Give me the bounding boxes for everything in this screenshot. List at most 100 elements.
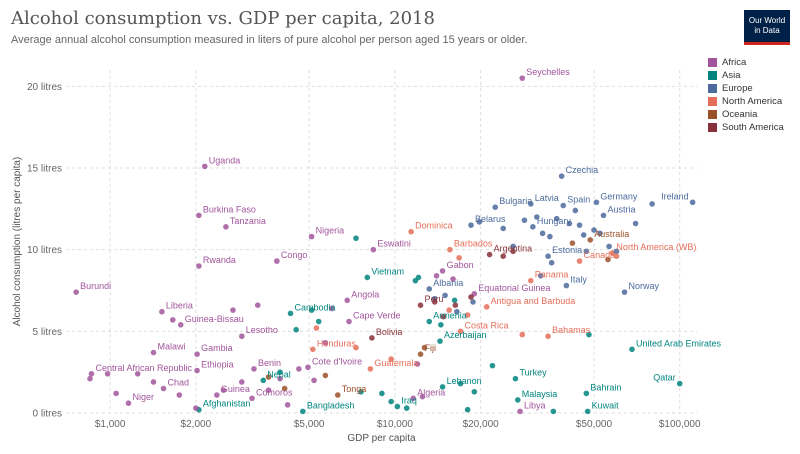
data-point[interactable] [591, 227, 597, 233]
data-point[interactable] [566, 220, 573, 227]
owid-logo[interactable]: Our World in Data [744, 10, 790, 45]
data-point[interactable] [281, 385, 288, 392]
data-point[interactable] [500, 225, 506, 232]
data-point[interactable] [346, 318, 352, 325]
data-point[interactable] [451, 297, 458, 304]
legend-item-north-america[interactable]: North America [708, 95, 784, 108]
data-point[interactable] [521, 217, 528, 224]
data-point[interactable] [322, 372, 329, 379]
data-point[interactable] [597, 230, 603, 237]
data-point[interactable] [88, 371, 95, 377]
data-point[interactable] [517, 408, 523, 415]
data-point[interactable] [486, 251, 493, 258]
data-point[interactable] [159, 308, 165, 315]
data-point[interactable] [419, 393, 426, 400]
data-point[interactable] [510, 248, 516, 255]
data-point[interactable] [417, 351, 424, 358]
legend-item-africa[interactable]: Africa [708, 56, 784, 69]
data-point[interactable] [629, 346, 635, 353]
data-point[interactable] [394, 403, 401, 410]
data-point[interactable] [545, 333, 551, 340]
data-point[interactable] [600, 212, 607, 219]
data-point[interactable] [586, 331, 592, 338]
data-point[interactable] [576, 222, 583, 228]
data-point[interactable] [530, 224, 536, 230]
data-point[interactable] [313, 325, 320, 331]
data-point[interactable] [553, 215, 560, 222]
data-point[interactable] [514, 397, 521, 403]
data-point[interactable] [545, 253, 551, 259]
data-point[interactable] [492, 204, 499, 210]
data-point[interactable] [433, 273, 440, 279]
data-point[interactable] [176, 392, 183, 398]
data-point[interactable] [358, 388, 364, 395]
data-point[interactable] [160, 385, 167, 392]
data-point[interactable] [134, 371, 141, 377]
data-point[interactable] [689, 199, 696, 206]
legend-item-south-america[interactable]: South America [708, 121, 784, 134]
data-point[interactable] [560, 202, 567, 209]
data-point[interactable] [649, 201, 655, 207]
data-point[interactable] [632, 220, 639, 227]
data-point[interactable] [296, 366, 302, 372]
data-point[interactable] [550, 408, 557, 415]
data-point[interactable] [440, 313, 447, 320]
data-point[interactable] [547, 233, 553, 240]
legend-item-oceania[interactable]: Oceania [708, 108, 784, 121]
data-point[interactable] [308, 307, 315, 313]
data-point[interactable] [249, 395, 255, 402]
data-point[interactable] [613, 253, 620, 259]
data-point[interactable] [454, 308, 460, 315]
data-point[interactable] [537, 273, 544, 279]
data-point[interactable] [170, 317, 176, 323]
data-point[interactable] [489, 362, 496, 369]
data-point[interactable] [196, 212, 202, 219]
data-point[interactable] [193, 405, 199, 411]
data-point[interactable] [220, 387, 227, 393]
data-point[interactable] [468, 222, 474, 228]
data-point[interactable] [194, 367, 200, 374]
data-point[interactable] [328, 305, 335, 312]
data-point[interactable] [512, 375, 519, 382]
data-point[interactable] [464, 406, 471, 413]
data-point[interactable] [527, 201, 534, 207]
data-point[interactable] [534, 214, 540, 220]
data-point[interactable] [447, 246, 453, 253]
data-point[interactable] [305, 364, 311, 371]
data-point[interactable] [274, 258, 280, 264]
data-point[interactable] [73, 289, 79, 295]
data-point[interactable] [214, 392, 220, 398]
data-point[interactable] [334, 392, 341, 398]
data-point[interactable] [353, 344, 359, 351]
data-point[interactable] [439, 268, 446, 274]
data-point[interactable] [364, 274, 371, 281]
data-point[interactable] [457, 380, 464, 387]
data-point[interactable] [446, 307, 452, 313]
data-point[interactable] [476, 219, 483, 225]
data-point[interactable] [277, 369, 283, 375]
data-point[interactable] [251, 366, 257, 372]
data-point[interactable] [367, 366, 374, 372]
data-point[interactable] [426, 318, 433, 325]
data-point[interactable] [311, 377, 317, 384]
data-point[interactable] [239, 333, 245, 340]
data-point[interactable] [442, 292, 448, 299]
data-point[interactable] [369, 335, 375, 341]
data-point[interactable] [315, 318, 322, 325]
data-point[interactable] [260, 377, 267, 384]
data-point[interactable] [344, 297, 351, 304]
data-point[interactable] [293, 326, 299, 333]
data-point[interactable] [388, 356, 394, 362]
data-point[interactable] [403, 405, 410, 411]
data-point[interactable] [519, 75, 526, 81]
data-point[interactable] [414, 361, 421, 367]
data-point[interactable] [606, 243, 612, 250]
data-point[interactable] [609, 250, 616, 256]
data-point[interactable] [431, 299, 438, 305]
data-point[interactable] [558, 173, 565, 179]
data-point[interactable] [438, 322, 444, 328]
data-point[interactable] [265, 374, 272, 380]
data-point[interactable] [439, 384, 446, 390]
data-point[interactable] [426, 286, 433, 292]
data-point[interactable] [104, 371, 111, 377]
